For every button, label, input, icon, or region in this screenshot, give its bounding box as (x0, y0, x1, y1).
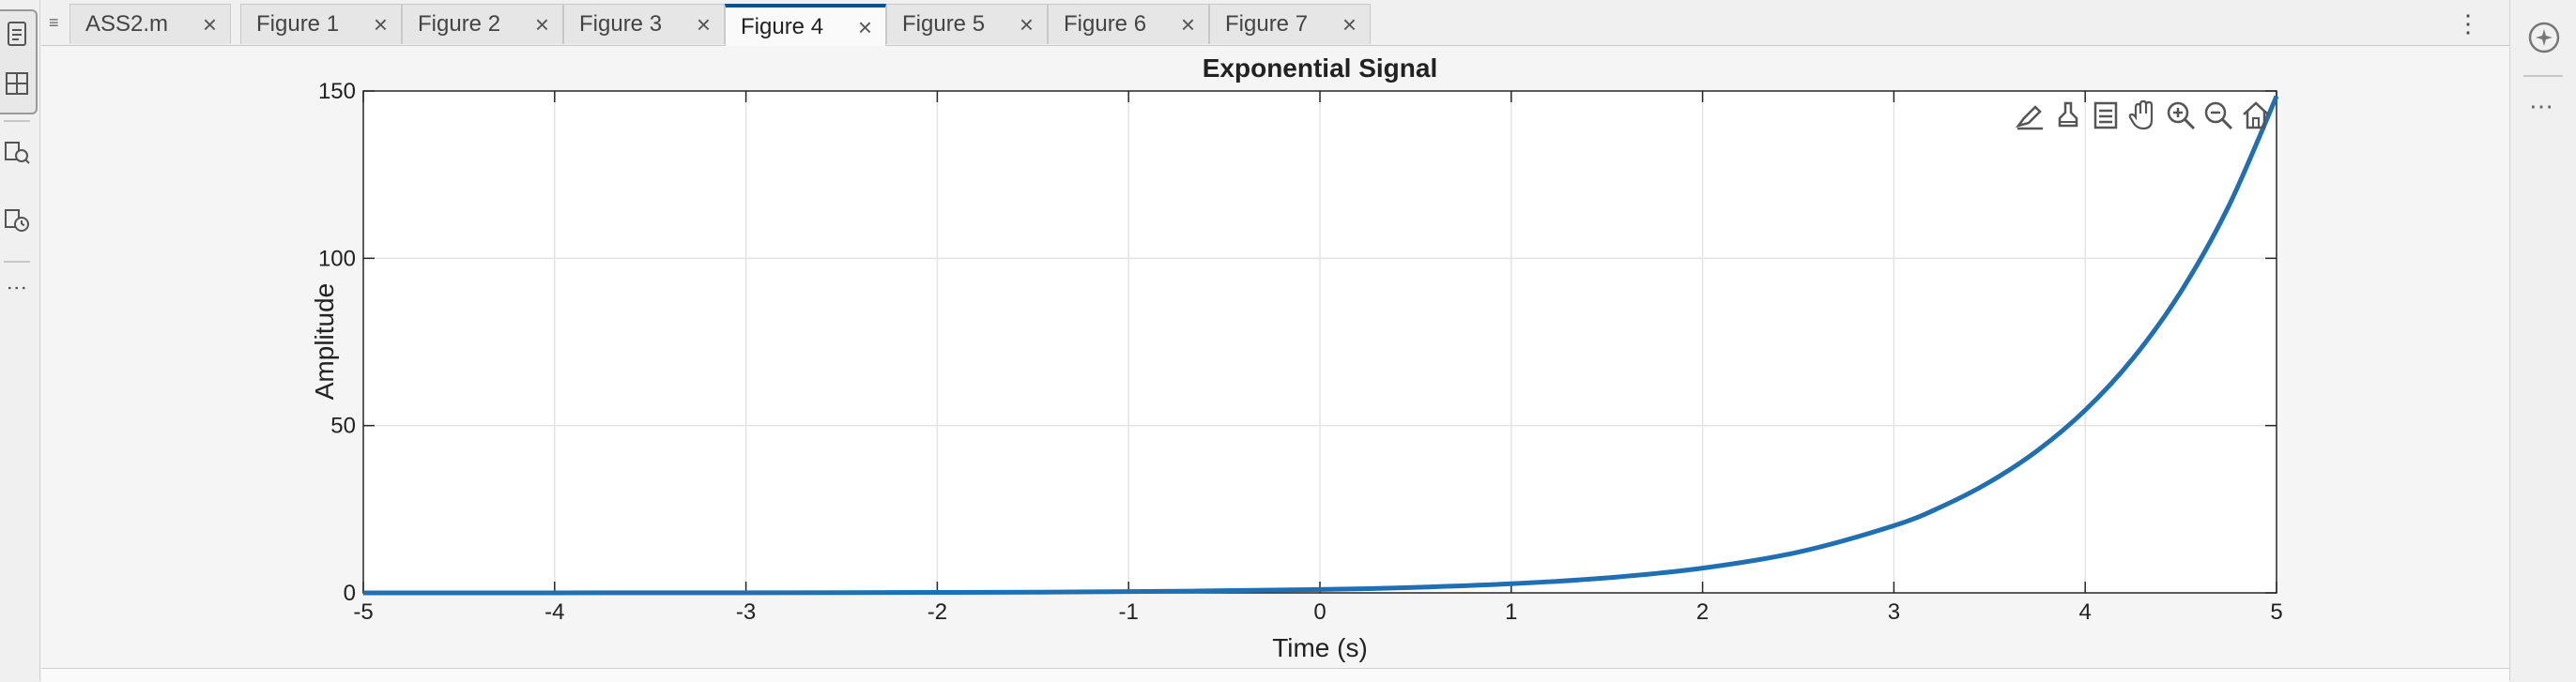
tab-options-menu-icon[interactable]: ⋮ (2456, 9, 2480, 38)
x-tick-label: -3 (736, 599, 756, 625)
y-tick-label: 0 (344, 581, 356, 606)
x-tick-label: 0 (1313, 599, 1326, 625)
status-strip (41, 668, 2510, 682)
brush-edit-icon[interactable] (2013, 97, 2048, 134)
close-icon[interactable]: × (1342, 10, 1357, 38)
find-files-icon[interactable] (0, 131, 34, 174)
pan-hand-icon[interactable] (2125, 97, 2161, 134)
tab-ass2-m[interactable]: ASS2.m × (69, 4, 231, 44)
tab-label: Figure 3 (579, 11, 663, 37)
figure-area: -5 -4 -3 -2 -1 0 1 2 3 4 5 0 50 100 150 Exponential Si… (41, 46, 2510, 668)
y-tick-label: 50 (330, 414, 356, 439)
tab-label: Figure 2 (418, 11, 501, 37)
ai-assistant-icon[interactable] (2527, 21, 2561, 59)
tab-figure-6[interactable]: Figure 6 × (1048, 4, 1209, 44)
more-panels-icon[interactable]: ⋮ (6, 278, 29, 298)
right-separator (2523, 75, 2563, 77)
zoom-in-icon[interactable] (2163, 97, 2199, 134)
x-tick-label: 5 (2270, 599, 2282, 625)
files-panel-icon[interactable] (0, 13, 34, 56)
tab-label: Figure 4 (741, 13, 824, 39)
x-tick-label: -4 (544, 599, 564, 625)
x-tick-label: -5 (353, 599, 373, 625)
chart-title: Exponential Signal (1203, 53, 1437, 83)
tab-label: Figure 6 (1064, 11, 1147, 37)
tab-label: Figure 1 (256, 11, 340, 37)
right-side-strip: ⋯ (2509, 0, 2576, 681)
close-icon[interactable]: × (696, 10, 711, 38)
axes-toolbar (2013, 97, 2274, 134)
x-tick-label: -2 (928, 599, 947, 625)
y-axis-label: Amplitude (310, 283, 339, 401)
tab-figure-2[interactable]: Figure 2 × (402, 4, 563, 44)
tab-label: Figure 5 (902, 11, 986, 37)
left-panel-group (0, 9, 38, 114)
tab-figure-3[interactable]: Figure 3 × (563, 4, 725, 44)
workspace-grid-icon[interactable] (0, 62, 34, 105)
x-axis-label: Time (s) (1272, 633, 1368, 662)
tab-label: Figure 7 (1225, 11, 1309, 37)
tab-handle-icon[interactable]: ≡ (49, 13, 59, 32)
close-icon[interactable]: × (202, 10, 217, 38)
grid-lines (363, 91, 2277, 593)
close-icon[interactable]: × (534, 10, 549, 38)
close-icon[interactable]: × (373, 10, 388, 38)
close-icon[interactable]: × (857, 13, 872, 41)
close-icon[interactable]: × (1180, 10, 1195, 38)
tab-figure-5[interactable]: Figure 5 × (886, 4, 1048, 44)
close-icon[interactable]: × (1019, 10, 1034, 38)
home-restore-icon[interactable] (2238, 97, 2274, 134)
document-panel: ≡ ASS2.m × Figure 1 × Figure 2 × Figure … (41, 0, 2510, 682)
y-tick-label: 100 (318, 246, 356, 271)
left-separator (4, 120, 30, 122)
tab-bar: ≡ ASS2.m × Figure 1 × Figure 2 × Figure … (41, 0, 2510, 46)
data-tips-icon[interactable] (2050, 97, 2086, 134)
more-options-icon[interactable]: ⋯ (2529, 92, 2553, 120)
x-tick-label: 2 (1696, 599, 1709, 625)
legend-icon[interactable] (2088, 97, 2124, 134)
left-separator (4, 261, 30, 263)
command-history-icon[interactable] (0, 199, 34, 242)
tab-figure-7[interactable]: Figure 7 × (1209, 4, 1371, 44)
series-line (362, 95, 2279, 596)
x-tick-label: 1 (1505, 599, 1517, 625)
tab-figure-4[interactable]: Figure 4 × (725, 4, 886, 46)
y-tick-label: 150 (318, 79, 356, 104)
x-tick-label: 3 (1888, 599, 1900, 625)
x-tick-label: -1 (1119, 599, 1139, 625)
x-tick-label: 4 (2079, 599, 2092, 625)
tab-figure-1[interactable]: Figure 1 × (240, 4, 402, 44)
tab-label: ASS2.m (85, 11, 169, 37)
zoom-out-icon[interactable] (2200, 97, 2236, 134)
left-activity-strip: ⋮ (0, 0, 40, 681)
